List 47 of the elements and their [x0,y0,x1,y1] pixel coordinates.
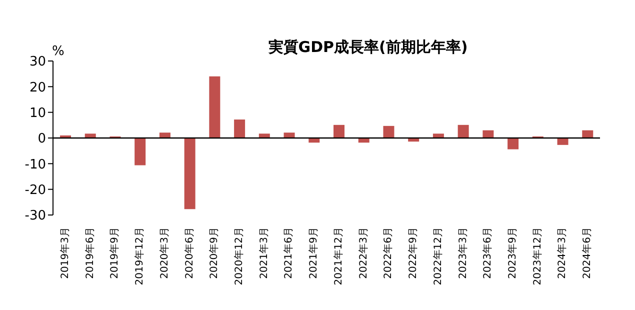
x-tick-label: 2020年12月 [232,227,245,286]
y-tick-label: 10 [29,106,46,121]
chart-title: 実質GDP成長率(前期比年率) [268,38,468,56]
bar [508,138,519,150]
bar [184,138,196,210]
y-tick-label: 20 [29,80,46,96]
x-tick-label: 2020年6月 [183,227,196,279]
x-tick-label: 2022年6月 [382,227,394,279]
bar [383,126,394,138]
x-tick-label: 2021年12月 [332,227,344,286]
x-tick-label: 2020年9月 [208,227,220,279]
x-tick-label: 2023年9月 [506,227,518,279]
bar [284,132,295,138]
bar [209,76,220,138]
x-tick-label: 2019年6月 [84,227,96,279]
x-tick-label: 2024年3月 [556,227,568,279]
bar [482,130,494,138]
x-tick-label: 2019年9月 [108,227,121,279]
y-tick-label: -10 [24,157,46,172]
bar [134,138,146,166]
x-tick-label: 2022年12月 [432,227,444,286]
x-tick-label: 2020年3月 [158,227,170,279]
x-tick-label: 2023年3月 [456,227,469,279]
x-tick-label: 2022年3月 [357,227,370,279]
x-tick-label: 2023年6月 [482,227,494,279]
x-tick-label: 2022年9月 [407,227,420,279]
y-tick-label: 0 [38,132,46,147]
bar [84,134,96,138]
bar [258,134,270,138]
bar [557,138,568,145]
x-tick-label: 2024年6月 [581,227,594,279]
y-axis-title: % [52,44,64,59]
bar [458,124,469,138]
bar [159,132,170,138]
x-tick-label: 2019年12月 [134,227,146,286]
bar [582,130,594,138]
x-tick-label: 2021年9月 [308,227,320,279]
x-tick-label: 2021年3月 [258,227,270,279]
x-tick-label: 2019年3月 [58,227,71,279]
x-tick-label: 2021年6月 [282,227,295,279]
bar [432,134,444,138]
bar [334,124,344,138]
y-tick-label: -20 [24,182,46,198]
y-tick-label: -30 [24,208,46,224]
bar [234,120,246,138]
y-tick-label: 30 [29,54,46,70]
x-tick-label: 2023年12月 [531,227,544,286]
